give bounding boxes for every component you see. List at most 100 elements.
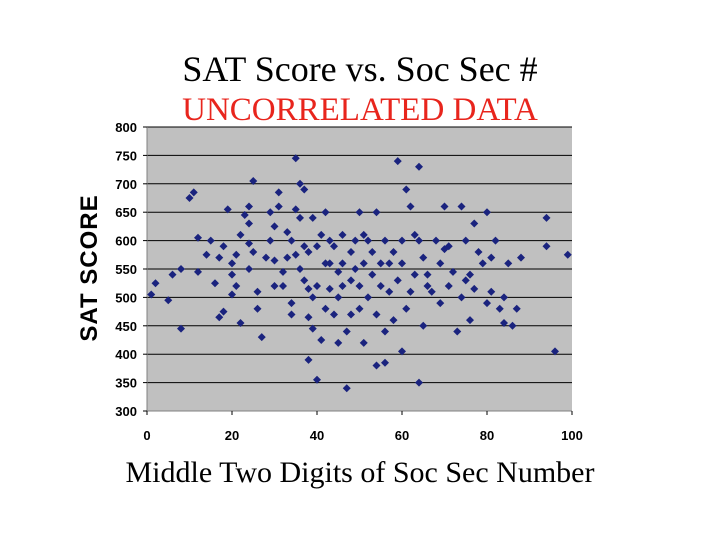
data-point	[321, 304, 330, 313]
data-point	[334, 267, 343, 276]
data-point	[508, 321, 517, 330]
data-point	[355, 208, 364, 217]
data-point	[325, 236, 334, 245]
data-point	[304, 284, 313, 293]
data-point	[351, 265, 360, 273]
x-axis-ticks: 0 20 40 60 80 100	[143, 411, 583, 443]
data-point	[291, 154, 300, 163]
data-point	[347, 310, 355, 319]
y-tick-label: 350	[115, 376, 137, 391]
data-point	[542, 242, 551, 251]
data-point	[245, 202, 253, 211]
data-point	[368, 247, 377, 256]
data-point	[300, 185, 309, 194]
data-point	[449, 267, 457, 276]
data-point	[262, 253, 270, 262]
data-point	[300, 242, 309, 251]
data-points	[147, 154, 572, 393]
data-point	[500, 318, 508, 327]
data-point	[287, 236, 296, 245]
data-point	[168, 270, 177, 279]
data-point	[325, 259, 334, 268]
data-point	[436, 259, 445, 268]
data-point	[461, 236, 470, 245]
data-point	[321, 259, 330, 268]
y-tick-label: 650	[115, 205, 137, 220]
data-point	[338, 230, 347, 239]
data-point	[338, 282, 347, 291]
data-point	[410, 230, 419, 239]
data-point	[211, 279, 219, 288]
data-point	[185, 194, 194, 202]
data-point	[266, 236, 275, 245]
data-point	[444, 282, 453, 291]
x-tick-label: 20	[225, 428, 239, 443]
data-point	[253, 287, 262, 296]
data-point	[317, 230, 326, 239]
data-point	[291, 205, 300, 214]
chart-subtitle: UNCORRELATED DATA	[182, 92, 538, 128]
data-point	[308, 213, 317, 222]
x-tick-label: 80	[480, 428, 494, 443]
data-point	[427, 287, 436, 296]
x-tick-label: 0	[143, 428, 150, 443]
x-tick-label: 100	[561, 428, 583, 443]
data-point	[398, 259, 406, 268]
data-point	[423, 282, 432, 291]
data-point	[419, 321, 428, 330]
data-point	[194, 267, 202, 276]
data-point	[308, 324, 317, 333]
data-point	[219, 242, 228, 251]
data-point	[236, 318, 245, 327]
data-point	[453, 327, 462, 336]
data-point	[389, 316, 398, 325]
data-point	[330, 310, 338, 319]
data-point	[432, 236, 440, 245]
data-point	[491, 236, 500, 245]
data-point	[245, 265, 253, 273]
x-tick-label: 40	[310, 428, 324, 443]
data-point	[219, 307, 228, 316]
data-point	[215, 253, 224, 262]
data-point	[283, 228, 292, 237]
y-tick-label: 450	[115, 319, 137, 334]
data-point	[240, 211, 249, 220]
data-point	[287, 299, 296, 308]
data-point	[253, 304, 262, 313]
y-tick-label: 700	[115, 177, 137, 192]
y-tick-label: 600	[115, 234, 137, 249]
data-point	[249, 247, 258, 256]
data-point	[495, 304, 504, 313]
data-point	[313, 242, 321, 251]
data-point	[381, 236, 389, 245]
data-point	[385, 259, 394, 268]
data-point	[304, 355, 313, 364]
data-point	[419, 253, 428, 262]
data-point	[347, 247, 355, 256]
data-point	[470, 219, 479, 228]
data-point	[283, 253, 292, 262]
data-point	[372, 310, 381, 319]
data-point	[474, 247, 483, 256]
data-point	[355, 304, 364, 313]
data-point	[304, 313, 313, 322]
data-point	[483, 299, 491, 308]
data-point	[279, 282, 287, 291]
data-point	[338, 259, 347, 268]
data-point	[372, 361, 381, 370]
data-point	[359, 230, 368, 239]
data-point	[342, 327, 351, 336]
data-point	[296, 179, 304, 188]
data-point	[228, 290, 236, 299]
data-point	[274, 202, 283, 211]
data-point	[308, 293, 317, 302]
y-tick-label: 750	[115, 148, 137, 163]
data-point	[381, 358, 389, 367]
data-point	[206, 236, 215, 245]
y-tick-label: 300	[115, 404, 137, 419]
data-point	[376, 282, 385, 291]
data-point	[325, 284, 334, 293]
data-point	[466, 316, 474, 325]
data-point	[351, 236, 360, 245]
data-point	[334, 338, 343, 347]
